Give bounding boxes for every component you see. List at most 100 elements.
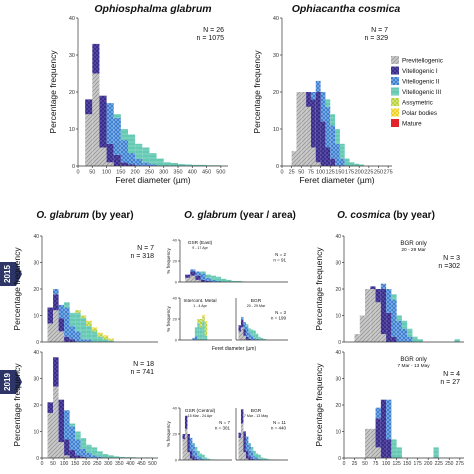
ytick-label-glabrum-all-1: 10 xyxy=(69,127,75,133)
bar-cosmica-2019-vitellogenic-i-6 xyxy=(380,399,387,458)
bar-bgr-2015-vitellogenic-iii-10 xyxy=(260,337,264,340)
bar-glabrum-all-vitellogenic-i-5 xyxy=(113,154,121,166)
bar-cosmica-2019-vitellogenic-i-7 xyxy=(386,439,392,458)
bar-cosmica-all-vitellogenic-iii-14 xyxy=(354,163,360,166)
bar-glabrum-all-vitellogenic-iii-16 xyxy=(192,164,200,166)
sample-N-bgr-2015: N = 3 xyxy=(275,310,286,315)
bar-bgr-2019-vitellogenic-iii-12 xyxy=(265,458,269,460)
bar-cosmica-all-vitellogenic-i-9 xyxy=(330,158,336,166)
xtick-label-glabrum-2019-2: 100 xyxy=(60,461,69,467)
bar-gsr-east-previtellogenic-2 xyxy=(190,275,196,282)
bar-bgr-2015-vitellogenic-i-3 xyxy=(243,329,246,336)
bar-glabrum-2015-vitellogenic-i-5 xyxy=(69,339,76,342)
bar-cosmica-all-previtellogenic-2 xyxy=(296,92,302,166)
bar-glabrum-2019-previtellogenic-2 xyxy=(53,386,59,458)
ylabel-cosmica-all: Percentage frequency xyxy=(252,50,262,134)
bar-gsr-central-vitellogenic-iii-8 xyxy=(199,453,203,458)
ytick-label-glabrum-2019-0: 0 xyxy=(36,456,39,462)
bar-glabrum-2015-vitellogenic-ii-8 xyxy=(86,339,92,342)
bar-glabrum-2019-vitellogenic-ii-6 xyxy=(75,439,81,456)
bar-intercont-vitellogenic-iii-6 xyxy=(194,327,198,336)
xtick-label-cosmica-all-7: 175 xyxy=(345,170,354,176)
ytick-label-gsr-east-2: 40 xyxy=(173,237,178,242)
bar-cosmica-all-vitellogenic-ii-8 xyxy=(325,106,331,148)
bar-glabrum-all-previtellogenic-3 xyxy=(99,147,107,166)
bar-glabrum-2015-vitellogenic-ii-7 xyxy=(80,339,87,342)
bar-glabrum-2019-vitellogenic-i-5 xyxy=(69,450,76,458)
ylabel-small-1: % frequency xyxy=(166,306,171,332)
bar-gsr-central-vitellogenic-i-4 xyxy=(189,450,193,459)
bar-gsr-central-vitellogenic-ii-7 xyxy=(197,456,200,460)
legend-label-mature: Mature xyxy=(402,121,422,128)
bar-bgr-2015-previtellogenic-1 xyxy=(238,331,241,340)
bar-glabrum-2015-vitellogenic-i-4 xyxy=(64,336,70,342)
dates-label-bgr-2019: 7 Mar - 13 May xyxy=(244,414,268,418)
bar-gsr-central-previtellogenic-4 xyxy=(189,458,193,460)
year-label-2019: 2019 xyxy=(3,373,12,391)
bar-glabrum-2019-vitellogenic-ii-4 xyxy=(64,410,70,440)
bar-bgr-2019-vitellogenic-iii-9 xyxy=(258,454,261,459)
bar-glabrum-2019-previtellogenic-4 xyxy=(64,455,70,458)
bar-bgr-2019-previtellogenic-1 xyxy=(238,437,241,460)
bar-glabrum-2015-vitellogenic-ii-2 xyxy=(53,289,59,295)
ytick-label-glabrum-2015-3: 30 xyxy=(33,260,39,266)
year-tab-2015-shape xyxy=(0,262,22,286)
xtick-label-glabrum-2019-3: 150 xyxy=(71,461,80,467)
bar-glabrum-all-vitellogenic-iii-7 xyxy=(128,134,136,154)
year-tab-2019: 2019 xyxy=(0,370,22,394)
bar-bgr-2015-vitellogenic-ii-5 xyxy=(248,332,251,339)
bar-glabrum-2015-assymetric-12 xyxy=(108,339,114,341)
bar-bgr-2015-vitellogenic-ii-6 xyxy=(250,335,254,340)
bar-bgr-2019-vitellogenic-i-2 xyxy=(240,409,244,424)
ytick-label-cosmica-2019-4: 40 xyxy=(335,350,341,356)
bar-cosmica-all-vitellogenic-ii-11 xyxy=(339,158,345,166)
sample-n-bgr-2019: n = 440 xyxy=(271,426,287,431)
bar-glabrum-all-vitellogenic-i-3 xyxy=(99,95,107,148)
bar-glabrum-2019-vitellogenic-i-6 xyxy=(75,455,81,458)
bar-cosmica-2015-previtellogenic-2 xyxy=(359,315,366,342)
bar-glabrum-2015-vitellogenic-ii-6 xyxy=(75,331,81,342)
bar-glabrum-all-previtellogenic-4 xyxy=(106,162,114,166)
bar-bgr-2015-vitellogenic-iii-8 xyxy=(255,333,259,339)
bar-gsr-east-vitellogenic-ii-2 xyxy=(190,269,196,272)
sample-N-glabrum-2015: N = 7 xyxy=(137,245,154,252)
ytick-label-cosmica-2015-4: 40 xyxy=(335,234,341,240)
xtick-label-glabrum-all-4: 200 xyxy=(131,170,140,176)
bar-gsr-central-vitellogenic-i-6 xyxy=(194,458,198,460)
bar-glabrum-all-vitellogenic-ii-7 xyxy=(128,153,136,165)
bar-bgr-2019-vitellogenic-i-3 xyxy=(243,431,246,453)
bar-bgr-2019-vitellogenic-iii-6 xyxy=(250,447,254,451)
bar-glabrum-2019-vitellogenic-ii-9 xyxy=(91,455,98,458)
bar-glabrum-2015-vitellogenic-iii-9 xyxy=(91,331,98,342)
title-glabrum: Ophiosphalma glabrum xyxy=(94,3,211,15)
panel-gsr-east: 0 20 40 GSR (East)9 - 17 Apr N = 2n = 91 xyxy=(173,237,288,284)
ytick-label-cosmica-all-0: 0 xyxy=(276,164,279,170)
bar-glabrum-all-vitellogenic-iii-14 xyxy=(178,164,186,166)
dates-label-gsr-east: 9 - 17 Apr xyxy=(192,246,208,250)
legend-swatch-polar-bodies xyxy=(391,108,399,117)
bar-gsr-central-vitellogenic-iii-11 xyxy=(207,458,210,460)
bar-gsr-central-vitellogenic-iii-7 xyxy=(197,450,200,457)
bar-cosmica-all-vitellogenic-iii-9 xyxy=(330,114,336,126)
bar-glabrum-2015-polar-bodies-9 xyxy=(91,327,98,329)
bar-glabrum-all-vitellogenic-iii-19 xyxy=(213,165,221,166)
ytick-label-glabrum-2019-1: 10 xyxy=(33,429,39,435)
xtick-label-glabrum-2019-8: 400 xyxy=(126,461,135,467)
ytick-label-glabrum-all-0: 0 xyxy=(72,164,75,170)
bar-cosmica-2015-vitellogenic-iii-9 xyxy=(396,315,402,321)
bar-glabrum-2015-vitellogenic-i-3 xyxy=(58,318,65,332)
bar-cosmica-all-previtellogenic-4 xyxy=(306,106,311,166)
xtick-label-glabrum-2019-10: 500 xyxy=(148,461,157,467)
ytick-label-cosmica-2019-2: 20 xyxy=(335,403,341,409)
ytick-label-gsr-east-1: 20 xyxy=(173,258,178,263)
xtick-label-cosmica-2019-5: 125 xyxy=(392,461,401,467)
sample-n-bgr-2015: n = 199 xyxy=(271,316,287,321)
bar-bgr-2015-vitellogenic-iii-7 xyxy=(253,330,256,338)
ytick-label-glabrum-2015-4: 40 xyxy=(33,234,39,240)
bar-glabrum-2019-vitellogenic-iii-5 xyxy=(69,423,76,427)
dates-label-gsr-central: 15 Mar - 24 Apr xyxy=(188,414,214,418)
bar-cosmica-2019-vitellogenic-iii-16 xyxy=(433,447,439,458)
legend-label-vitellogenic-iii: Vitellogenic III xyxy=(402,89,441,96)
bar-gsr-central-vitellogenic-ii-4 xyxy=(189,437,193,451)
